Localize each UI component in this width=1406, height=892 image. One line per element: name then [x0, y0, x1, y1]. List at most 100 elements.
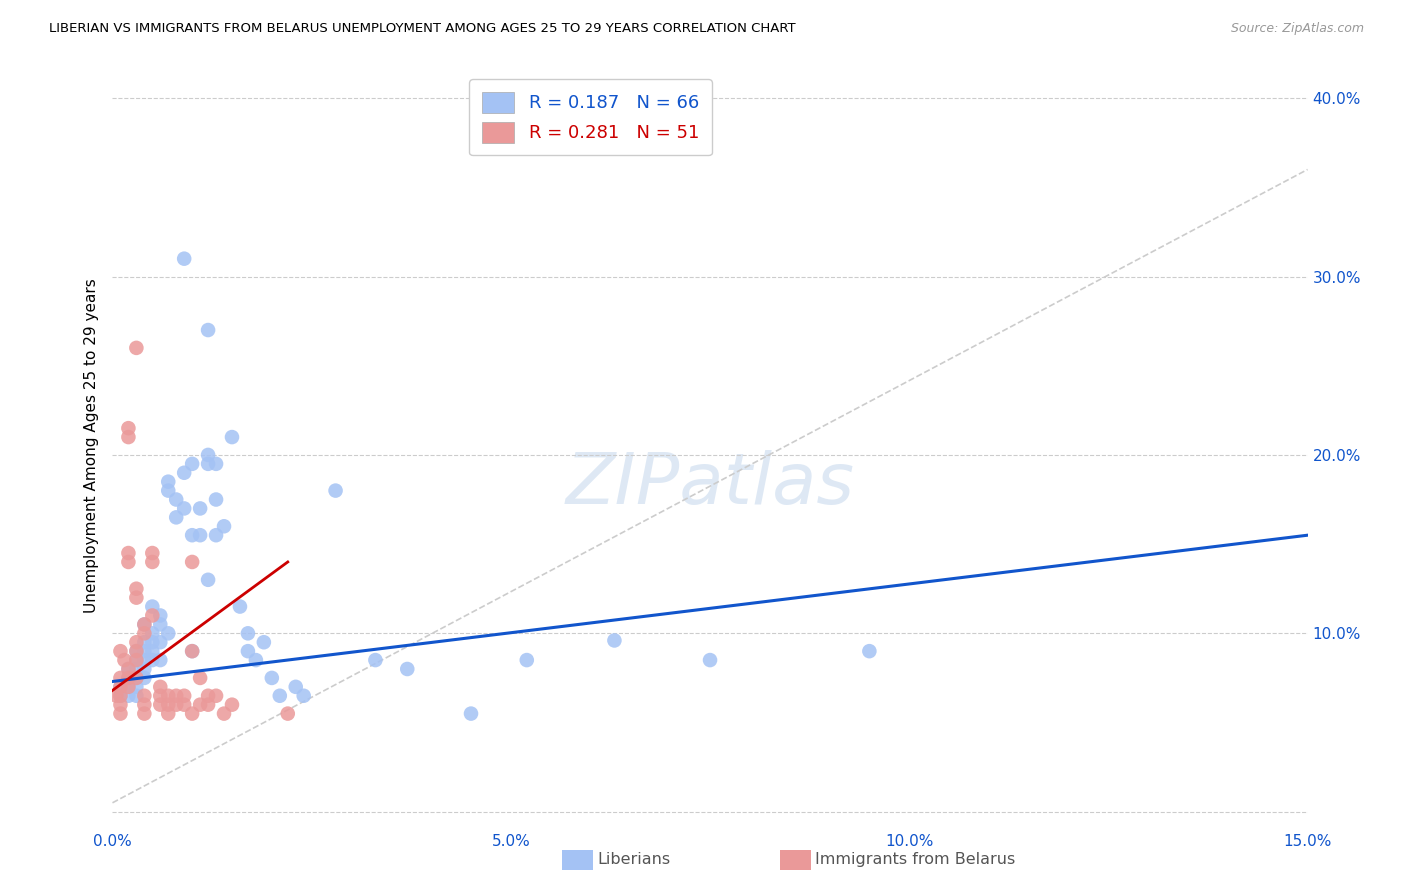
- Point: [260, 671, 283, 685]
- Point: [188, 698, 211, 712]
- Point: [245, 653, 267, 667]
- Point: [125, 671, 148, 685]
- Point: [134, 662, 156, 676]
- Point: [105, 689, 128, 703]
- Point: [157, 475, 180, 489]
- Point: [117, 689, 139, 703]
- Point: [181, 457, 204, 471]
- Point: [205, 689, 228, 703]
- Point: [292, 689, 315, 703]
- Point: [269, 689, 291, 703]
- Point: [134, 617, 156, 632]
- Point: [141, 555, 163, 569]
- Point: [117, 662, 139, 676]
- Legend: R = 0.187   N = 66, R = 0.281   N = 51: R = 0.187 N = 66, R = 0.281 N = 51: [470, 79, 711, 155]
- Point: [125, 644, 148, 658]
- Point: [110, 706, 132, 721]
- Text: ZIPatlas: ZIPatlas: [565, 450, 855, 519]
- Point: [197, 698, 219, 712]
- Point: [157, 483, 180, 498]
- Point: [141, 608, 163, 623]
- Point: [110, 680, 132, 694]
- Point: [149, 617, 172, 632]
- Point: [165, 689, 187, 703]
- Point: [125, 653, 148, 667]
- Point: [165, 698, 187, 712]
- Point: [149, 608, 172, 623]
- Point: [117, 421, 139, 435]
- Point: [110, 671, 132, 685]
- Text: LIBERIAN VS IMMIGRANTS FROM BELARUS UNEMPLOYMENT AMONG AGES 25 TO 29 YEARS CORRE: LIBERIAN VS IMMIGRANTS FROM BELARUS UNEM…: [49, 22, 796, 36]
- Point: [134, 626, 156, 640]
- Point: [110, 689, 132, 703]
- Point: [125, 653, 148, 667]
- Point: [325, 483, 347, 498]
- Point: [396, 662, 419, 676]
- Point: [125, 635, 148, 649]
- Point: [205, 528, 228, 542]
- Point: [188, 501, 211, 516]
- Point: [205, 457, 228, 471]
- Point: [212, 519, 235, 533]
- Point: [516, 653, 538, 667]
- Point: [134, 653, 156, 667]
- Point: [603, 633, 626, 648]
- Point: [173, 252, 195, 266]
- Point: [284, 680, 307, 694]
- Point: [205, 492, 228, 507]
- Point: [110, 698, 132, 712]
- Point: [134, 644, 156, 658]
- Point: [181, 528, 204, 542]
- Point: [149, 689, 172, 703]
- Point: [236, 644, 259, 658]
- Point: [110, 689, 132, 703]
- Point: [181, 644, 204, 658]
- Point: [110, 680, 132, 694]
- Point: [117, 671, 139, 685]
- Point: [181, 555, 204, 569]
- Y-axis label: Unemployment Among Ages 25 to 29 years: Unemployment Among Ages 25 to 29 years: [83, 278, 98, 614]
- Point: [125, 662, 148, 676]
- Point: [181, 706, 204, 721]
- Point: [141, 644, 163, 658]
- Point: [229, 599, 252, 614]
- Point: [197, 323, 219, 337]
- Point: [181, 644, 204, 658]
- Point: [197, 457, 219, 471]
- Point: [221, 430, 243, 444]
- Point: [134, 635, 156, 649]
- Point: [117, 546, 139, 560]
- Point: [125, 680, 148, 694]
- Point: [149, 653, 172, 667]
- Point: [117, 680, 139, 694]
- Point: [253, 635, 276, 649]
- Point: [141, 635, 163, 649]
- Point: [165, 492, 187, 507]
- Point: [157, 689, 180, 703]
- Point: [125, 671, 148, 685]
- Point: [173, 466, 195, 480]
- Point: [125, 582, 148, 596]
- Point: [460, 706, 482, 721]
- Point: [236, 626, 259, 640]
- Point: [173, 698, 195, 712]
- Point: [141, 653, 163, 667]
- Point: [197, 448, 219, 462]
- Point: [165, 510, 187, 524]
- Point: [141, 546, 163, 560]
- Point: [141, 599, 163, 614]
- Point: [114, 653, 135, 667]
- Point: [212, 706, 235, 721]
- Point: [277, 706, 299, 721]
- Point: [173, 689, 195, 703]
- Point: [149, 635, 172, 649]
- Text: Immigrants from Belarus: Immigrants from Belarus: [815, 853, 1015, 867]
- Point: [858, 644, 880, 658]
- Point: [117, 430, 139, 444]
- Point: [117, 680, 139, 694]
- Point: [110, 644, 132, 658]
- Point: [117, 671, 139, 685]
- Point: [134, 689, 156, 703]
- Point: [197, 689, 219, 703]
- Point: [699, 653, 721, 667]
